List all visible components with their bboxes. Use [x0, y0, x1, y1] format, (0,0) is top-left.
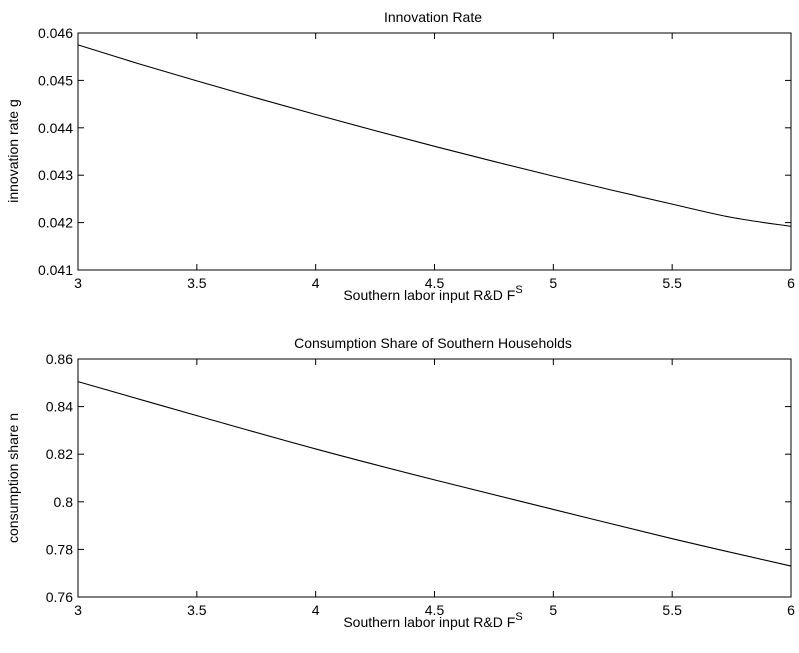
y-tick-label: 0.84	[46, 399, 73, 415]
x-tick-label: 4.5	[425, 602, 445, 618]
x-axis-label-text: Southern labor input R&D F	[343, 614, 515, 630]
x-axis-label-superscript: S	[515, 611, 522, 623]
tick-group: 3 3.5 4 4.5 5 5.5 6 0.041 0.042 0.043 0.044 0.045 0.…	[38, 25, 795, 291]
y-tick-label: 0.76	[46, 589, 73, 605]
x-tick-label: 4	[312, 602, 320, 618]
x-tick-label: 4	[312, 275, 320, 291]
x-tick-label: 6	[787, 275, 795, 291]
x-axis-label: Southern labor input R&D FS	[343, 611, 522, 630]
x-tick-label: 3	[74, 275, 82, 291]
x-tick-label: 3	[74, 602, 82, 618]
consumption-share-axes: Consumption Share of Southern Households…	[5, 335, 795, 630]
y-tick-label: 0.044	[38, 120, 73, 136]
y-tick-label: 0.86	[46, 351, 73, 367]
y-tick-label: 0.8	[54, 494, 74, 510]
x-tick-label: 6	[787, 602, 795, 618]
x-tick-label: 5.5	[662, 275, 682, 291]
y-tick-label: 0.043	[38, 167, 73, 183]
y-axis-label: innovation rate g	[5, 99, 21, 203]
x-axis-label-text: Southern labor input R&D F	[343, 287, 515, 303]
series-line	[77, 44, 792, 227]
series-line	[77, 381, 792, 567]
plot-frame	[77, 358, 792, 598]
y-tick-label: 0.042	[38, 215, 73, 231]
chart-title: Innovation Rate	[384, 9, 482, 25]
y-tick-label: 0.82	[46, 446, 73, 462]
y-tick-label: 0.78	[46, 541, 73, 557]
x-tick-label: 3.5	[187, 602, 207, 618]
x-tick-label: 5.5	[662, 602, 682, 618]
y-tick-label: 0.045	[38, 72, 73, 88]
y-tick-label: 0.041	[38, 262, 73, 278]
innovation-rate-axes: Innovation Rate 3 3.5 4 4.5 5 5.5 6 0.041 0.042 0…	[5, 9, 795, 303]
plot-frame	[77, 32, 792, 271]
x-axis-label: Southern labor input R&D FS	[343, 284, 522, 303]
chart-title: Consumption Share of Southern Households	[294, 335, 572, 351]
x-tick-label: 5	[549, 275, 557, 291]
y-axis-label: consumption share n	[5, 413, 21, 543]
tick-group: 3 3.5 4 4.5 5 5.5 6 0.76 0.78 0.8 0.82 0.84 0.86	[46, 351, 795, 618]
x-tick-label: 4.5	[425, 275, 445, 291]
x-tick-label: 5	[549, 602, 557, 618]
x-axis-label-superscript: S	[515, 284, 522, 296]
x-tick-label: 3.5	[187, 275, 207, 291]
y-tick-label: 0.046	[38, 25, 73, 41]
